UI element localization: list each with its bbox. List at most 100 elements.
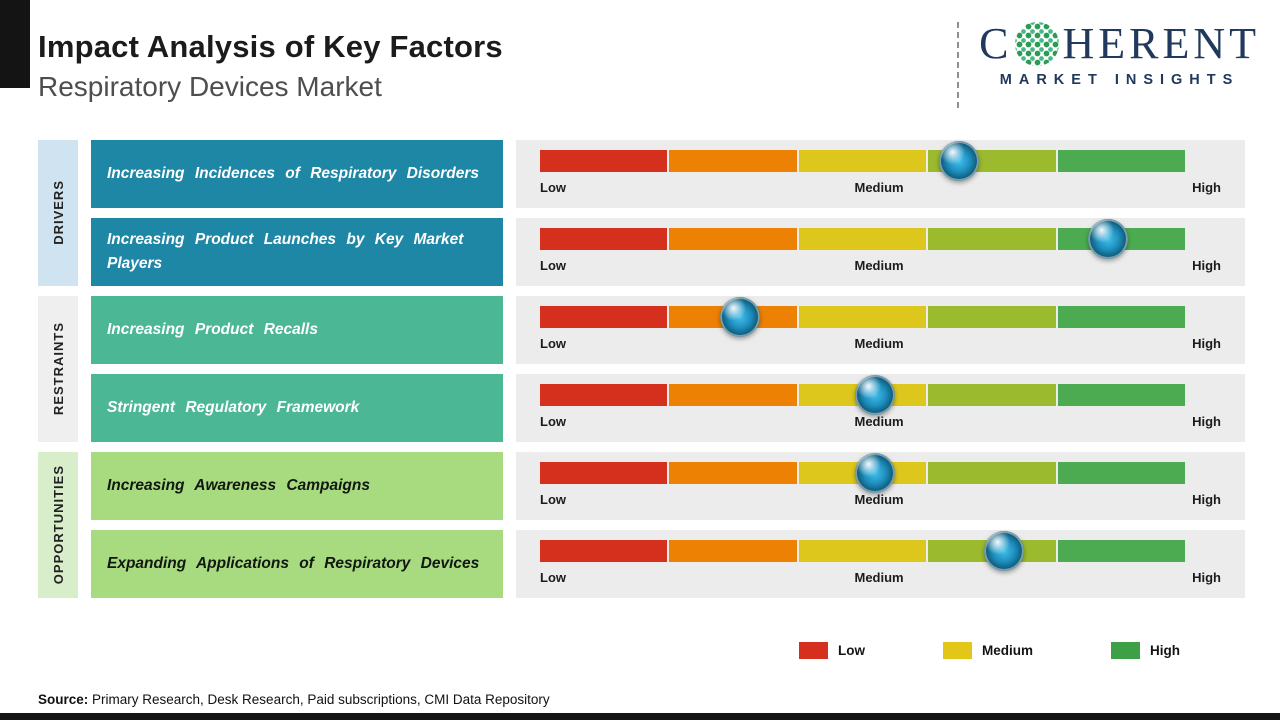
scale-segment-olive bbox=[928, 461, 1056, 484]
scale-label-medium: Medium bbox=[854, 335, 904, 351]
scale-segment-red bbox=[540, 383, 668, 406]
factor-box: Increasing Awareness Campaigns bbox=[91, 451, 503, 520]
scale-label-high: High bbox=[1192, 335, 1221, 351]
impact-marker bbox=[719, 296, 760, 337]
impact-scale-bar bbox=[540, 296, 1186, 337]
factor-label: Increasing Incidences of Respiratory Dis… bbox=[107, 164, 480, 182]
impact-bar-panel: Low Medium High bbox=[516, 373, 1245, 442]
scale-label-high: High bbox=[1192, 179, 1221, 195]
impact-scale-bar bbox=[540, 530, 1186, 571]
scale-labels: Low Medium High bbox=[540, 258, 1221, 273]
scale-segment-olive bbox=[928, 383, 1056, 406]
category-label-restraints: RESTRAINTS bbox=[50, 322, 66, 416]
header: Impact Analysis of Key Factors Respirato… bbox=[0, 0, 1280, 104]
impact-bar-panel: Low Medium High bbox=[516, 529, 1245, 598]
category-label-opportunities: OPPORTUNITIES bbox=[50, 465, 66, 585]
scale-label-high: High bbox=[1192, 257, 1221, 273]
scale-label-low: Low bbox=[540, 335, 566, 351]
scale-label-low: Low bbox=[540, 257, 566, 273]
page-subtitle: Respiratory Devices Market bbox=[38, 71, 382, 103]
factor-label: Stringent Regulatory Framework bbox=[107, 398, 360, 416]
scale-label-low: Low bbox=[540, 491, 566, 507]
impact-marker bbox=[855, 374, 896, 415]
scale-segment-olive bbox=[928, 227, 1056, 250]
legend-item-low: Low bbox=[798, 641, 865, 659]
impact-marker bbox=[939, 140, 980, 181]
scale-segment-yellow bbox=[798, 539, 927, 562]
page-title: Impact Analysis of Key Factors bbox=[38, 29, 503, 64]
scale-segment-red bbox=[540, 539, 668, 562]
legend-item-high: High bbox=[1111, 641, 1180, 659]
impact-scale-bar bbox=[540, 452, 1186, 493]
impact-scale-bar bbox=[540, 374, 1186, 415]
legend-swatch-low bbox=[798, 641, 828, 659]
scale-segment-green bbox=[1057, 149, 1186, 172]
factor-label: Increasing Awareness Campaigns bbox=[107, 476, 370, 494]
impact-bar-panel: Low Medium High bbox=[516, 217, 1245, 286]
factor-label: Increasing Product Launches by Key Marke… bbox=[107, 230, 464, 272]
scale-label-medium: Medium bbox=[854, 491, 904, 507]
category-label-drivers: DRIVERS bbox=[50, 180, 66, 246]
logo-dotted-globe-icon bbox=[1015, 22, 1060, 66]
scale-segment-olive bbox=[928, 305, 1056, 328]
scale-label-high: High bbox=[1192, 569, 1221, 585]
legend-label-medium: Medium bbox=[981, 642, 1033, 658]
legend-swatch-high bbox=[1111, 641, 1140, 659]
scale-segment-orange bbox=[669, 149, 797, 172]
scale-label-medium: Medium bbox=[854, 413, 904, 429]
scale-segment-orange bbox=[669, 383, 797, 406]
scale-label-medium: Medium bbox=[854, 569, 904, 585]
source-prefix: Source: bbox=[38, 692, 89, 707]
scale-segment-orange bbox=[669, 461, 797, 484]
category-strip-restraints: RESTRAINTS bbox=[38, 295, 78, 442]
scale-label-low: Low bbox=[540, 413, 566, 429]
impact-bar-panel: Low Medium High bbox=[516, 451, 1245, 520]
corner-accent-block bbox=[0, 0, 30, 88]
factor-box: Increasing Product Recalls bbox=[91, 295, 503, 364]
legend-label-high: High bbox=[1150, 642, 1180, 658]
impact-bar-panel: Low Medium High bbox=[516, 139, 1245, 208]
logo-brand-end: HERENT bbox=[1062, 19, 1260, 68]
scale-segment-yellow bbox=[798, 305, 927, 328]
logo-tagline: MARKET INSIGHTS bbox=[999, 72, 1240, 88]
scale-segment-green bbox=[1057, 383, 1186, 406]
scale-segment-green bbox=[1057, 305, 1186, 328]
category-strip-drivers: DRIVERS bbox=[38, 139, 78, 286]
scale-segment-yellow bbox=[798, 149, 927, 172]
scale-label-low: Low bbox=[540, 179, 566, 195]
coherent-market-insights-logo: C HERENT MARKET INSIGHTS bbox=[957, 22, 1260, 108]
scale-segment-orange bbox=[669, 539, 797, 562]
factor-box: Stringent Regulatory Framework bbox=[91, 373, 503, 442]
scale-segment-red bbox=[540, 461, 668, 484]
scale-labels: Low Medium High bbox=[540, 570, 1221, 585]
scale-segment-red bbox=[540, 227, 668, 250]
scale-label-medium: Medium bbox=[854, 257, 904, 273]
scale-labels: Low Medium High bbox=[540, 336, 1221, 351]
source-line: Source: Primary Research, Desk Research,… bbox=[38, 692, 550, 707]
logo-brand-start: C bbox=[979, 19, 1013, 68]
scale-segment-yellow bbox=[798, 227, 927, 250]
scale-label-high: High bbox=[1192, 413, 1221, 429]
impact-marker bbox=[1087, 218, 1128, 259]
factor-label: Expanding Applications of Respiratory De… bbox=[107, 554, 480, 572]
factor-box: Increasing Product Launches by Key Marke… bbox=[91, 217, 503, 286]
factor-box: Expanding Applications of Respiratory De… bbox=[91, 529, 503, 598]
impact-analysis-grid: DRIVERS RESTRAINTS OPPORTUNITIES Increas… bbox=[38, 139, 1245, 598]
scale-label-medium: Medium bbox=[854, 179, 904, 195]
bottom-accent-bar bbox=[0, 713, 1280, 720]
legend-label-low: Low bbox=[837, 642, 865, 658]
impact-scale-bar bbox=[540, 140, 1186, 181]
impact-scale-bar bbox=[540, 218, 1186, 259]
scale-segment-orange bbox=[669, 227, 797, 250]
impact-bar-panel: Low Medium High bbox=[516, 295, 1245, 364]
factor-label: Increasing Product Recalls bbox=[107, 320, 318, 338]
scale-segment-red bbox=[540, 305, 668, 328]
legend-item-medium: Medium bbox=[942, 641, 1033, 659]
scale-label-low: Low bbox=[540, 569, 566, 585]
scale-labels: Low Medium High bbox=[540, 180, 1221, 195]
scale-segment-green bbox=[1057, 461, 1186, 484]
scale-label-high: High bbox=[1192, 491, 1221, 507]
category-strip-opportunities: OPPORTUNITIES bbox=[38, 451, 78, 598]
impact-marker bbox=[984, 530, 1025, 571]
logo-brand-text: C HERENT bbox=[979, 22, 1260, 66]
